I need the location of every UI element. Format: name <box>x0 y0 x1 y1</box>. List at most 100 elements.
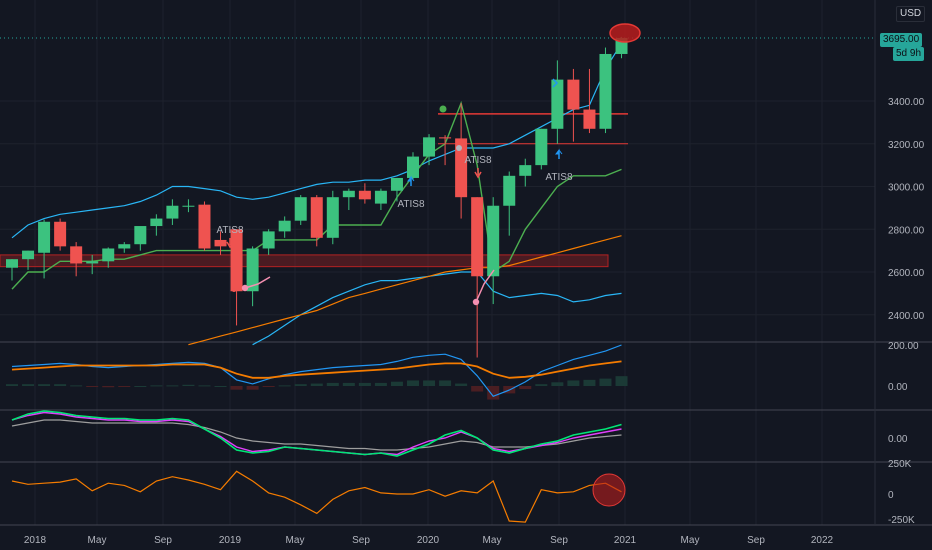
candle-up <box>246 248 259 292</box>
candle-down <box>455 138 468 198</box>
histogram-bar <box>567 380 580 386</box>
candle-up <box>150 218 163 227</box>
currency-badge[interactable]: USD <box>896 6 926 22</box>
x-tick-label: 2021 <box>614 535 637 546</box>
y-tick-label: 3400.00 <box>888 97 925 108</box>
candle-up <box>503 175 516 206</box>
indicator-line-orange <box>11 470 622 523</box>
highlight-circle <box>592 473 626 507</box>
x-tick-label: Sep <box>550 535 568 546</box>
pane-tick-label: 0.00 <box>888 434 908 445</box>
candle-up <box>599 53 612 129</box>
candle-up <box>551 79 564 129</box>
x-tick-label: May <box>483 535 502 546</box>
indicator-line-blue <box>11 344 622 398</box>
histogram-bar <box>22 384 35 386</box>
y-tick-label: 3000.00 <box>888 183 925 194</box>
pane-tick-label: 200.00 <box>888 341 919 352</box>
band-upper-line <box>11 42 623 239</box>
histogram-bar <box>38 384 51 386</box>
highlight-ellipse <box>609 23 641 43</box>
signal-label: ATIS8 <box>464 155 491 166</box>
candle-up <box>22 250 35 260</box>
x-tick-label: 2018 <box>24 535 47 546</box>
indicator-line-gray <box>11 419 622 451</box>
signal-label: ATIS8 <box>397 199 424 210</box>
candle-down <box>439 137 452 139</box>
candle-down <box>54 221 67 247</box>
candle-down <box>214 239 227 247</box>
histogram-bar <box>326 382 339 386</box>
histogram-bar <box>150 385 163 387</box>
histogram-bar <box>342 382 355 386</box>
x-tick-label: 2020 <box>417 535 440 546</box>
y-tick-label: 2400.00 <box>888 311 925 322</box>
y-tick-label: 2600.00 <box>888 268 925 279</box>
candle-up <box>262 231 275 249</box>
sell-arrow-icon <box>226 241 234 249</box>
bar-countdown-label: 5d 9h <box>893 47 925 61</box>
sell-arrow-icon <box>474 171 482 179</box>
candle-up <box>278 220 291 232</box>
candle-up <box>182 205 195 207</box>
pane-tick-label: 0.00 <box>888 382 908 393</box>
y-tick-label: 2800.00 <box>888 225 925 236</box>
histogram-bar <box>439 380 452 386</box>
candle-down <box>567 79 580 110</box>
histogram-bar <box>230 386 243 390</box>
histogram-bar <box>551 382 564 386</box>
candle-up <box>6 259 18 268</box>
histogram-bar <box>278 385 291 387</box>
last-price-label: 3695.00 <box>880 33 923 47</box>
histogram-bar <box>423 380 436 386</box>
signal-marker-icon <box>552 78 559 88</box>
signal-label: ATIS8 <box>545 172 572 183</box>
candle-up <box>407 156 419 178</box>
candle-down <box>310 197 323 238</box>
histogram-bar <box>102 386 115 388</box>
x-tick-label: May <box>88 535 107 546</box>
histogram-bar <box>374 382 387 386</box>
candle-down <box>198 204 211 249</box>
histogram-bar <box>86 386 99 387</box>
candle-down <box>358 190 371 200</box>
histogram-bar <box>519 386 532 390</box>
candle-down <box>583 109 596 129</box>
indicator-line-green <box>11 410 622 457</box>
moving-average-orange <box>188 235 622 346</box>
signal-label: ATIS8 <box>216 225 243 236</box>
x-tick-label: May <box>286 535 305 546</box>
histogram-bar <box>182 384 195 386</box>
histogram-bar <box>198 385 211 387</box>
candle-up <box>535 128 548 166</box>
candle-up <box>102 248 115 262</box>
pivot-dot <box>456 145 462 151</box>
x-tick-label: Sep <box>352 535 370 546</box>
histogram-bar <box>294 384 307 386</box>
histogram-bar <box>471 386 484 392</box>
histogram-bar <box>599 378 612 386</box>
candle-up <box>342 190 355 198</box>
candle-down <box>70 246 83 264</box>
histogram-bar <box>358 382 371 386</box>
pivot-dot <box>439 105 447 113</box>
histogram-bar <box>310 383 323 386</box>
candle-up <box>423 137 436 157</box>
x-tick-label: Sep <box>154 535 172 546</box>
pane-tick-label: -250K <box>888 515 915 526</box>
histogram-bar <box>70 385 83 387</box>
candle-up <box>294 197 307 221</box>
histogram-bar <box>166 385 179 387</box>
x-tick-label: May <box>681 535 700 546</box>
band-lower-line <box>252 271 622 346</box>
candle-up <box>487 205 500 277</box>
x-tick-label: 2022 <box>811 535 834 546</box>
x-tick-label: Sep <box>747 535 765 546</box>
pane-tick-label: 0 <box>888 490 894 501</box>
histogram-bar <box>54 384 67 386</box>
histogram-bar <box>134 386 147 387</box>
histogram-bar <box>487 386 500 400</box>
candle-down <box>471 197 484 277</box>
